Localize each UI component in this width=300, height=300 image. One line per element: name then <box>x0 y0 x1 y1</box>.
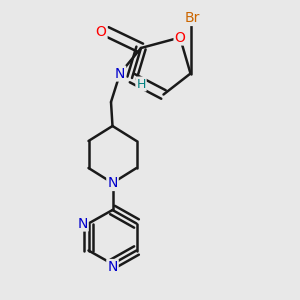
Text: N: N <box>107 176 118 190</box>
Text: O: O <box>175 31 185 44</box>
Text: N: N <box>115 67 125 80</box>
Text: H: H <box>136 77 146 91</box>
Text: N: N <box>77 217 88 230</box>
Text: O: O <box>96 25 106 38</box>
Text: Br: Br <box>184 11 200 25</box>
Text: N: N <box>107 260 118 274</box>
